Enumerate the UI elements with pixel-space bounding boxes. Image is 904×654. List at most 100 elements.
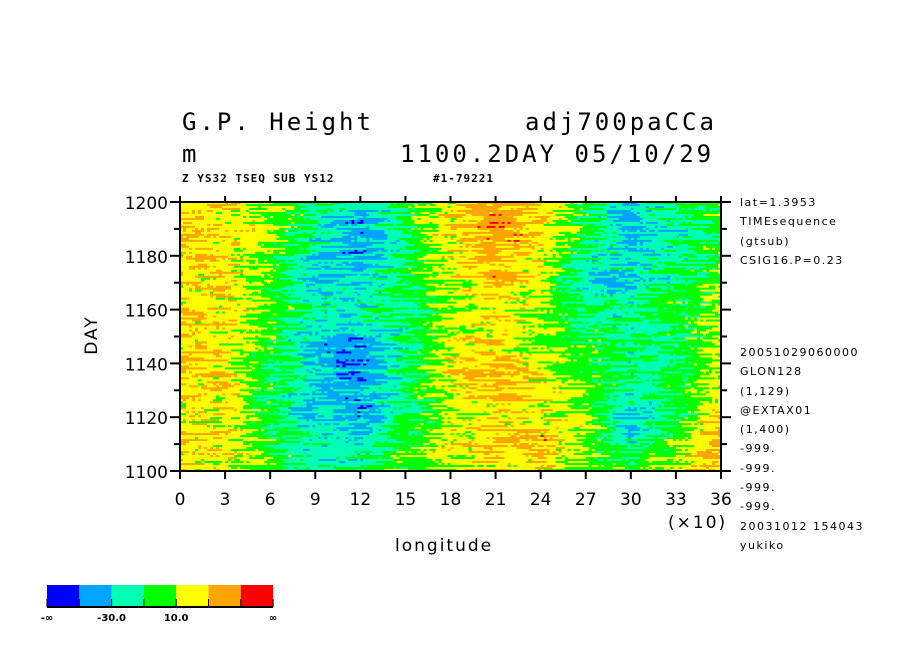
heatmap-cell (309, 433, 322, 436)
heatmap-cell (531, 339, 535, 342)
heatmap-cell (531, 291, 541, 294)
heatmap-cell (213, 425, 226, 428)
heatmap-cell (429, 239, 433, 243)
heatmap-cell (195, 363, 199, 366)
heatmap-cell (423, 227, 433, 231)
heatmap-cell (246, 203, 298, 207)
heatmap-cell (471, 243, 475, 247)
heatmap-cell (447, 407, 454, 410)
heatmap-cell (648, 429, 662, 432)
heatmap-cell (438, 349, 448, 352)
heatmap-cell (213, 353, 220, 356)
heatmap-cell (672, 221, 683, 225)
heatmap-cell (291, 225, 295, 229)
heatmap-cell (303, 337, 307, 340)
heatmap-cell (216, 467, 232, 470)
heatmap-cell (525, 227, 529, 231)
heatmap-cell (618, 275, 641, 279)
heatmap-cell (558, 453, 575, 456)
heatmap-cell (555, 445, 584, 448)
heatmap-cell (450, 423, 454, 426)
heatmap-cell (501, 213, 523, 217)
heatmap-cell (222, 223, 250, 227)
heatmap-cell (546, 327, 566, 330)
heatmap-cell (519, 315, 547, 318)
heatmap-cell (681, 439, 686, 442)
heatmap-cell (654, 277, 659, 281)
heatmap-cell (480, 363, 514, 366)
heatmap-cell (456, 331, 460, 334)
heatmap-cell (540, 435, 544, 438)
heatmap-cell (330, 443, 355, 446)
heatmap-cell (198, 437, 214, 440)
heatmap-cell (468, 233, 493, 237)
heatmap-cell (561, 277, 584, 281)
heatmap-cell (189, 297, 217, 300)
heatmap-cell (405, 202, 409, 205)
heatmap-cell (384, 463, 439, 466)
heatmap-cell (399, 433, 409, 436)
heatmap-cell (636, 439, 665, 442)
heatmap-cell (183, 453, 193, 456)
heatmap-cell (624, 305, 629, 308)
heatmap-cell (351, 219, 355, 223)
heatmap-cell (564, 315, 596, 318)
heatmap-cell (180, 435, 241, 438)
heatmap-cell (231, 285, 244, 288)
heatmap-cell (579, 207, 584, 211)
heatmap-cell (456, 235, 475, 239)
heatmap-cell (690, 331, 698, 334)
heatmap-cell (606, 253, 611, 257)
heatmap-cell (678, 223, 722, 227)
heatmap-cell (219, 447, 247, 450)
heatmap-cell (438, 229, 490, 233)
heatmap-cell (399, 423, 421, 426)
heatmap-cell (549, 413, 566, 416)
heatmap-cell (630, 359, 644, 362)
heatmap-cell (336, 359, 340, 362)
heatmap-cell (192, 255, 196, 259)
heatmap-cell (450, 381, 454, 384)
heatmap-cell (291, 293, 313, 296)
heatmap-cell (303, 215, 322, 219)
heatmap-cell (429, 431, 466, 434)
heatmap-cell (633, 237, 638, 241)
heatmap-cell (564, 381, 587, 384)
heatmap-cell (258, 347, 265, 350)
heatmap-cell (378, 457, 382, 460)
heatmap-cell (696, 423, 701, 426)
heatmap-cell (702, 245, 707, 249)
heatmap-cell (351, 221, 355, 225)
heatmap-cell (522, 371, 538, 374)
heatmap-cell (522, 299, 526, 302)
heatmap-cell (405, 451, 409, 454)
heatmap-cell (225, 321, 241, 324)
heatmap-cell (513, 347, 529, 350)
heatmap-cell (642, 393, 647, 396)
heatmap-cell (687, 257, 710, 261)
heatmap-cell (501, 279, 529, 283)
heatmap-cell (426, 445, 439, 448)
heatmap-cell (408, 389, 424, 392)
heatmap-cell (600, 295, 608, 298)
heatmap-cell (567, 429, 599, 432)
heatmap-cell (207, 285, 214, 288)
heatmap-cell (669, 403, 674, 406)
heatmap-cell (273, 223, 289, 227)
heatmap-cell (696, 427, 716, 430)
heatmap-cell (450, 443, 472, 446)
heatmap-cell (450, 449, 469, 452)
heatmap-cell (198, 379, 202, 382)
heatmap-cell (555, 243, 566, 247)
heatmap-cell (516, 299, 520, 302)
heatmap-cell (264, 353, 268, 356)
heatmap-cell (300, 321, 304, 324)
heatmap-cell (246, 423, 271, 426)
heatmap-cell (240, 331, 244, 334)
heatmap-cell (591, 375, 602, 378)
heatmap-cell (369, 301, 373, 304)
heatmap-cell (207, 423, 247, 426)
heatmap-cell (327, 445, 373, 448)
heatmap-cell (693, 367, 722, 370)
heatmap-cell (390, 365, 400, 368)
